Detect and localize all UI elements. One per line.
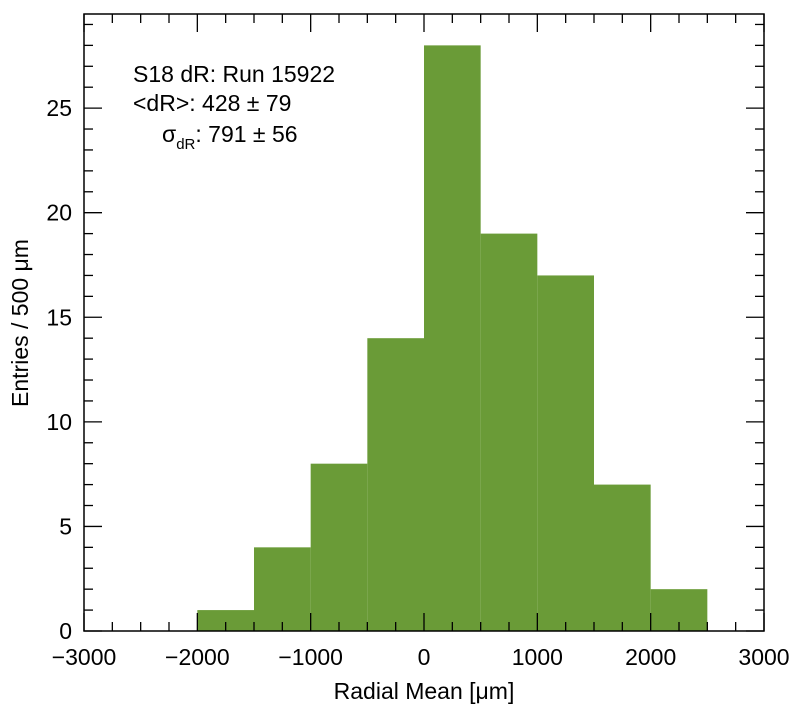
- y-tick-label: 5: [59, 513, 72, 539]
- y-axis-ticks: [84, 23, 764, 632]
- x-tick-label: 2000: [625, 644, 676, 670]
- x-tick-label: 0: [418, 644, 431, 670]
- histogram-bar: [254, 547, 311, 631]
- sigma-symbol: σ: [162, 121, 176, 147]
- sigma-subscript: dR: [176, 136, 195, 153]
- x-tick-label: −1000: [278, 644, 343, 670]
- x-tick-label: −2000: [165, 644, 230, 670]
- x-axis-title: Radial Mean [μm]: [334, 678, 515, 704]
- y-axis-tick-labels: 0 5 10 15 20 25: [46, 95, 72, 644]
- y-tick-label: 0: [59, 618, 72, 644]
- y-tick-label: 15: [46, 304, 72, 330]
- y-tick-label: 25: [46, 95, 72, 121]
- annotation-run: S18 dR: Run 15922: [133, 61, 335, 87]
- histogram-bar: [197, 610, 254, 631]
- histogram-bar: [310, 463, 368, 631]
- histogram-bar: [537, 275, 594, 631]
- y-tick-label: 10: [46, 409, 72, 435]
- y-axis-title: Entries / 500 μm: [7, 239, 33, 407]
- histogram-bar: [594, 484, 651, 631]
- y-tick-label: 20: [46, 200, 72, 226]
- x-tick-label: 1000: [512, 644, 563, 670]
- sigma-value: : 791 ± 56: [195, 121, 297, 147]
- x-axis-tick-labels: −3000 −2000 −1000 0 1000 2000 3000: [52, 644, 790, 670]
- annotation-mean: <dR>: 428 ± 79: [133, 90, 291, 116]
- x-tick-label: −3000: [52, 644, 117, 670]
- bars-group: [197, 45, 708, 632]
- annotation-sigma: σdR: 791 ± 56: [162, 121, 298, 153]
- histogram-bar: [480, 233, 538, 631]
- x-axis-ticks: [83, 14, 765, 631]
- histogram-bar: [424, 45, 481, 632]
- x-tick-label: 3000: [738, 644, 789, 670]
- histogram-bar: [367, 338, 424, 631]
